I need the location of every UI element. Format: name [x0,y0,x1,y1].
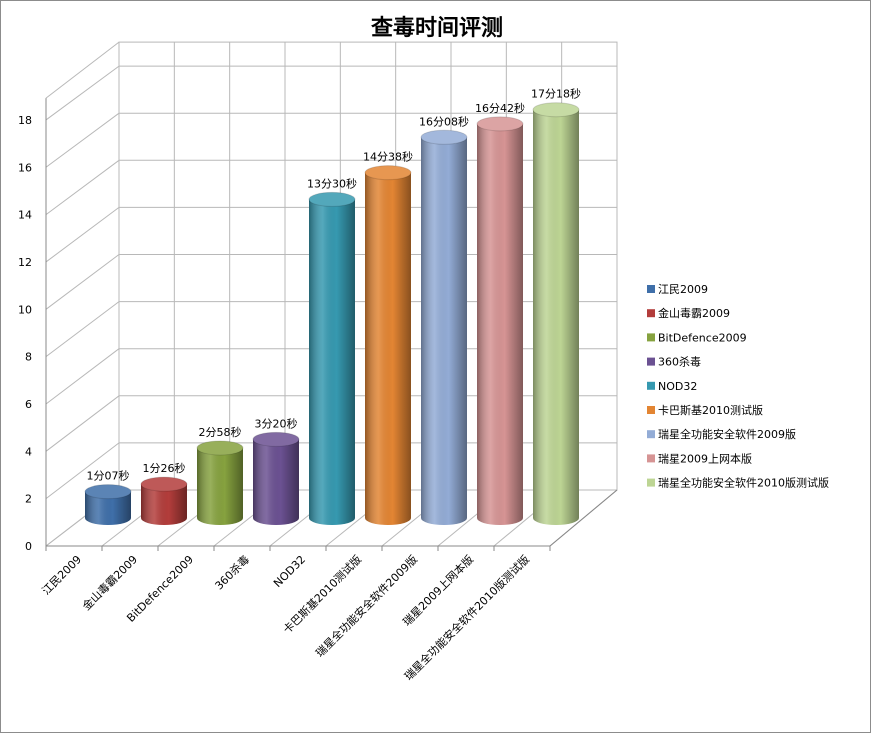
bar-shading [253,439,299,525]
legend-swatch [647,333,655,342]
legend-swatch [647,430,655,439]
legend-entry: 瑞星全功能安全软件2009版 [658,427,796,441]
bar-top [476,116,524,132]
bar-shading [365,172,411,525]
y-tick-label: 0 [25,540,32,553]
legend-entry: 瑞星全功能安全软件2010版测试版 [658,476,829,490]
legend-swatch [647,478,655,487]
gridline-side [45,206,120,263]
chart-title: 查毒时间评测 [371,15,503,41]
legend-entry: NOD32 [658,380,697,393]
gridline-side [45,112,120,168]
floor-right-edge [549,489,618,547]
y-tick-label: 14 [18,209,32,222]
legend-entry: BitDefence2009 [658,331,747,344]
bar-9 [532,102,580,525]
data-label: 13分30秒 [307,176,357,190]
bar-4 [252,431,300,525]
bar-shading [421,137,467,525]
bar-top [308,191,356,207]
bar-top [140,476,188,492]
bar-top-highlight [309,192,355,207]
gridline-side [45,159,120,216]
bar-shading [141,484,187,525]
bar-2 [140,476,188,525]
bar-8 [476,116,524,525]
bar-top [420,129,468,145]
data-label: 17分18秒 [531,87,581,101]
legend-swatch [647,381,655,390]
legend-swatch [647,309,655,318]
y-tick-label: 2 [25,493,32,506]
gridline-side [45,348,120,405]
y-tick-label: 6 [25,398,32,411]
legend-swatch [647,406,655,414]
y-tick-label: 8 [25,351,32,364]
bar-shading [309,199,355,525]
legend-swatch [647,357,655,366]
bar-top-highlight [421,130,467,145]
bar-shading [197,447,243,525]
legend-swatch [647,454,655,463]
bar-top [364,165,412,181]
category-label: 江民2009 [40,553,85,598]
category-label: 金山毒霸2009 [79,552,140,613]
y-tick-label: 10 [18,303,32,316]
data-label: 14分38秒 [363,150,413,164]
category-label: 瑞星全功能安全软件2009版 [313,552,420,659]
legend-entry: 金山毒霸2009 [658,306,730,320]
bar-shading [533,109,579,525]
bar-top-highlight [477,116,523,131]
legend-entry: 360杀毒 [658,355,701,369]
legend-entry: 瑞星2009上网本版 [658,451,752,465]
gridline-side [45,301,120,358]
bar-top-highlight [141,477,187,492]
bar-3 [196,440,244,525]
legend-entry: 江民2009 [658,283,708,296]
gridline-side [45,442,120,500]
bar-shading [477,123,523,525]
y-tick-label: 4 [25,445,32,458]
data-label: 16分42秒 [475,101,525,115]
category-label: 瑞星全功能安全软件2010版测试版 [401,552,532,683]
bar-top-highlight [85,484,131,499]
data-label: 2分58秒 [199,425,242,439]
category-label: NOD32 [271,553,308,590]
data-label: 1分26秒 [143,461,186,475]
bar-shading [85,491,131,525]
data-label: 16分08秒 [419,114,469,128]
y-tick-label: 18 [18,114,32,127]
side-wall-top [45,41,120,99]
bar-5 [308,191,356,525]
bar-top [196,440,244,456]
bar-top-highlight [253,432,299,447]
bar-top [84,484,132,500]
bar-7 [420,129,468,525]
bar-top [252,431,300,447]
bar-1 [84,484,132,525]
data-label: 3分20秒 [255,416,298,430]
y-tick-label: 12 [18,256,32,269]
legend-swatch [647,285,655,293]
gridline-side [45,254,120,310]
legend-entry: 卡巴斯基2010测试版 [658,403,763,417]
gridline-side [45,65,120,121]
data-label: 1分07秒 [87,469,130,483]
category-label: 360杀毒 [212,552,252,592]
bar-top [532,102,580,118]
gridline-side [45,395,120,452]
bar-top-highlight [365,165,411,180]
bar-top-highlight [197,440,243,455]
bar-top-highlight [533,102,579,117]
y-tick-label: 16 [18,161,32,174]
bar-6 [364,165,412,525]
